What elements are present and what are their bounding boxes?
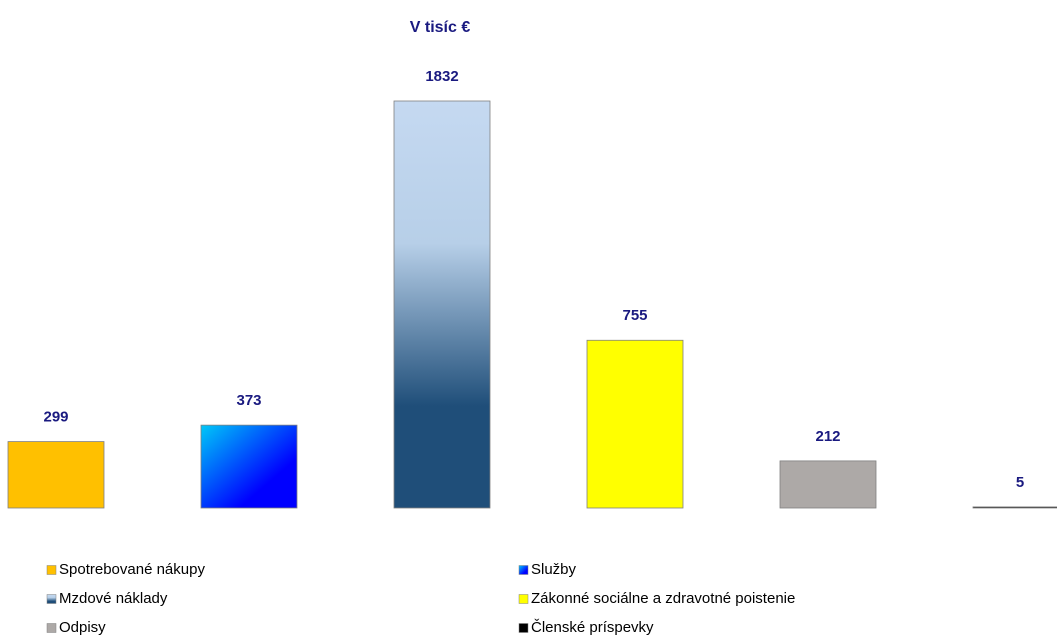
bar bbox=[393, 100, 491, 509]
data-label: 212 bbox=[815, 428, 840, 445]
legend-label: Spotrebované nákupy bbox=[59, 561, 205, 578]
legend-swatch bbox=[46, 594, 57, 604]
bar bbox=[779, 460, 877, 509]
data-label: 5 bbox=[1016, 474, 1024, 491]
legend-label: Zákonné sociálne a zdravotné poistenie bbox=[531, 590, 795, 607]
legend-label: Služby bbox=[531, 561, 577, 578]
chart-title: V tisíc € bbox=[410, 19, 471, 36]
legend-label: Odpisy bbox=[59, 619, 106, 635]
data-label: 373 bbox=[236, 392, 261, 409]
legend-swatch bbox=[518, 565, 529, 575]
bar bbox=[586, 339, 684, 509]
data-label: 299 bbox=[43, 409, 68, 426]
legend-swatch bbox=[46, 623, 57, 633]
bar bbox=[200, 424, 298, 509]
data-label: 1832 bbox=[425, 68, 458, 85]
bar bbox=[972, 506, 1057, 509]
legend-label: Členské príspevky bbox=[531, 619, 654, 635]
legend-label: Mzdové náklady bbox=[59, 590, 168, 607]
legend-swatch bbox=[46, 565, 57, 575]
legend-swatch bbox=[518, 623, 529, 633]
data-label: 755 bbox=[622, 307, 647, 324]
bar bbox=[7, 441, 105, 509]
legend-swatch bbox=[518, 594, 529, 604]
